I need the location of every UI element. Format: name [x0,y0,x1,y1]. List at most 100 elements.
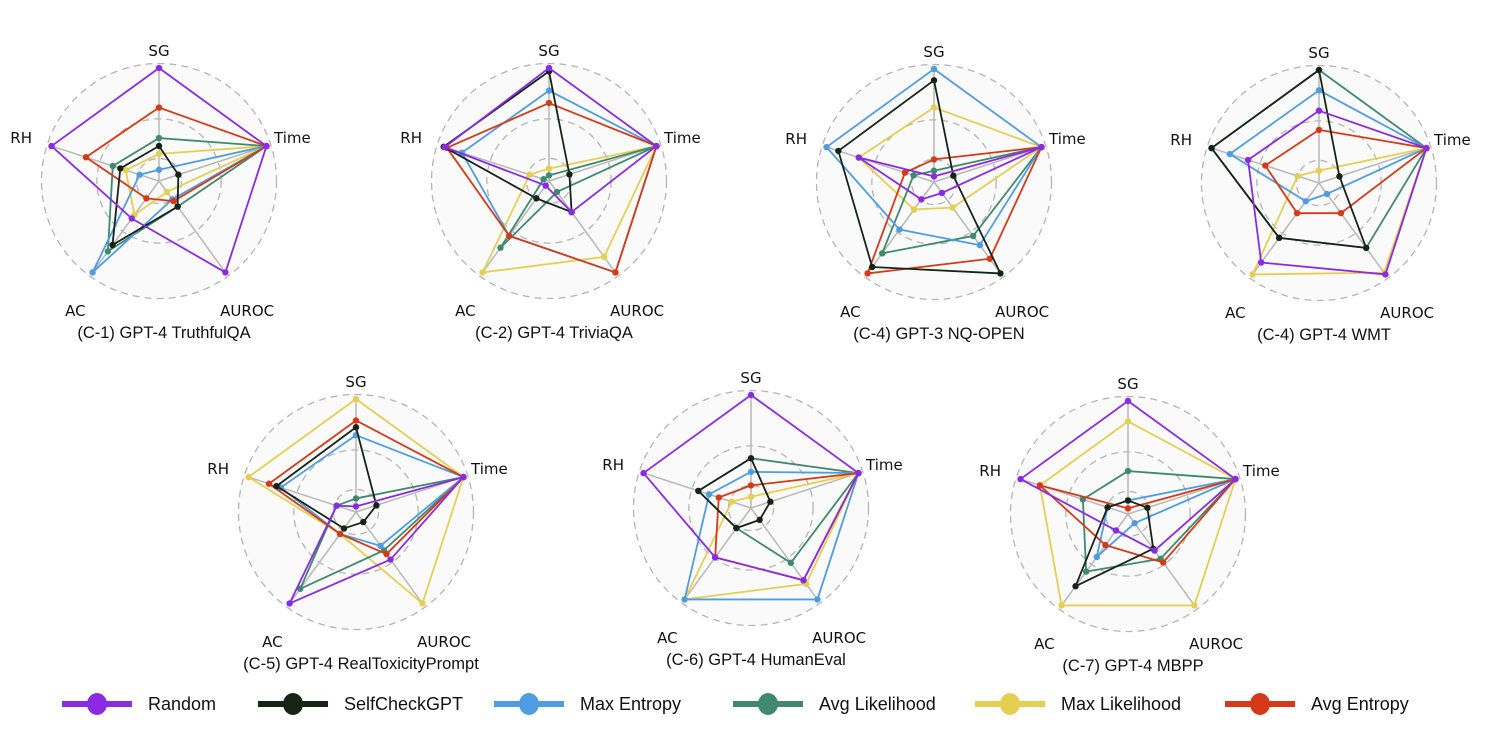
data-point-random [930,173,938,180]
data-point-selfcheckgpt [733,524,740,532]
data-point-selfcheckgpt [360,518,367,526]
series-line-max-entropy [1228,89,1428,203]
data-point-max-likelihood [910,206,918,213]
data-point-avg-entropy [155,104,163,111]
axis-label-ac: AC [1225,304,1245,322]
data-point-random [48,142,55,150]
axis-spoke [683,507,752,600]
data-point-max-likelihood [1191,602,1198,609]
series-line-max-entropy [825,68,1043,246]
series-line-random [288,476,465,605]
data-point-avg-likelihood [155,134,163,142]
legend-marker-icon [1000,693,1020,715]
data-point-max-entropy [705,491,713,498]
chart-title: (C-6) GPT-4 HumanEval [666,651,846,669]
data-point-random [333,502,340,509]
legend-swatch [975,684,1045,724]
axis-label-time: Time [470,460,508,478]
data-point-random [263,142,270,150]
data-point-max-likelihood [600,253,608,261]
data-point-avg-entropy [1262,162,1269,169]
chart-title: (C-1) GPT-4 TruthfulQA [77,324,250,342]
data-point-selfcheckgpt [1124,497,1132,504]
axis-spoke [1318,182,1387,275]
data-point-selfcheckgpt [1072,583,1079,590]
series-line-random [642,394,860,582]
series-line-random [50,67,268,274]
data-point-random [545,64,553,72]
axis-label-sg: SG [1308,44,1329,62]
axis-label-time: Time [1048,130,1086,148]
legend-marker-icon [283,693,303,715]
axis-label-auroc: AUROC [995,303,1049,321]
data-point-selfcheckgpt [533,195,540,202]
axis-label-sg: SG [740,369,761,387]
chart-title: (C-7) GPT-4 MBPP [1062,657,1203,675]
data-point-avg-entropy [864,270,871,277]
data-point-selfcheckgpt [352,424,360,431]
legend-marker-icon [1250,693,1270,715]
radar-chart: SG Time AUROC AC RH (C-7) GPT-4 MBPP [979,375,1279,675]
data-point-avg-likelihood [104,248,112,255]
grid-ring [632,389,870,627]
data-point-selfcheckgpt [1315,66,1323,74]
data-point-random [640,469,647,477]
data-point-selfcheckgpt [373,502,380,509]
data-point-avg-likelihood [930,167,938,174]
grid-ring [1200,64,1438,302]
axis-label-sg: SG [538,42,559,60]
data-point-avg-likelihood [545,172,553,179]
data-point-selfcheckgpt [695,487,702,495]
data-point-avg-entropy [1124,505,1132,512]
grid-ring [332,488,380,536]
data-point-avg-likelihood [109,162,116,170]
data-point-max-entropy [545,87,553,94]
data-point-random [387,556,394,563]
data-point-selfcheckgpt [1144,504,1151,511]
series-line-avg-entropy [446,102,658,274]
axis-label-auroc: AUROC [610,302,664,320]
data-point-max-entropy [1131,519,1138,527]
axis-label-auroc: AUROC [1380,304,1434,322]
data-point-avg-entropy [1293,209,1301,217]
series-line-random [1247,109,1428,276]
series-line-max-likelihood [247,398,465,605]
grid-ring [815,63,1053,301]
grid-ring [430,62,668,300]
data-point-random [128,215,135,222]
series-line-random [857,146,1043,201]
data-point-max-likelihood [155,150,163,158]
series-line-selfcheckgpt [837,79,1002,275]
data-point-random [222,269,229,276]
data-point-avg-likelihood [1124,467,1132,475]
data-point-avg-entropy [170,197,177,205]
grid-ring [237,393,475,631]
series-line-random [1019,400,1237,552]
data-point-max-entropy [377,542,384,550]
data-point-max-entropy [89,269,96,276]
data-point-max-entropy [896,226,903,233]
series-line-max-likelihood [1251,147,1428,276]
legend-item-avg-entropy: Avg Entropy [1225,684,1409,724]
data-point-random [286,600,293,607]
legend-item-random: Random [62,684,216,724]
data-point-random [155,64,163,72]
data-point-selfcheckgpt [747,455,755,462]
legend-swatch [258,684,328,724]
data-point-max-entropy [1323,190,1331,198]
data-point-avg-entropy [265,480,273,487]
data-point-avg-entropy [336,530,344,538]
series-line-selfcheckgpt [697,457,772,530]
data-point-avg-entropy [747,482,755,489]
data-point-random [855,469,862,477]
data-point-max-entropy [136,171,143,178]
data-point-max-likelihood [1294,172,1301,180]
radar-figure: SG Time AUROC AC RH (C-1) GPT-4 TruthfulQA SG T… [10,42,1470,675]
data-point-max-entropy [930,65,938,73]
series-line-avg-likelihood [299,476,465,590]
data-point-random [800,577,807,584]
axis-label-ac: AC [65,302,85,320]
data-point-random [352,503,360,510]
data-point-max-entropy [976,241,984,249]
data-point-max-likelihood [930,104,938,111]
